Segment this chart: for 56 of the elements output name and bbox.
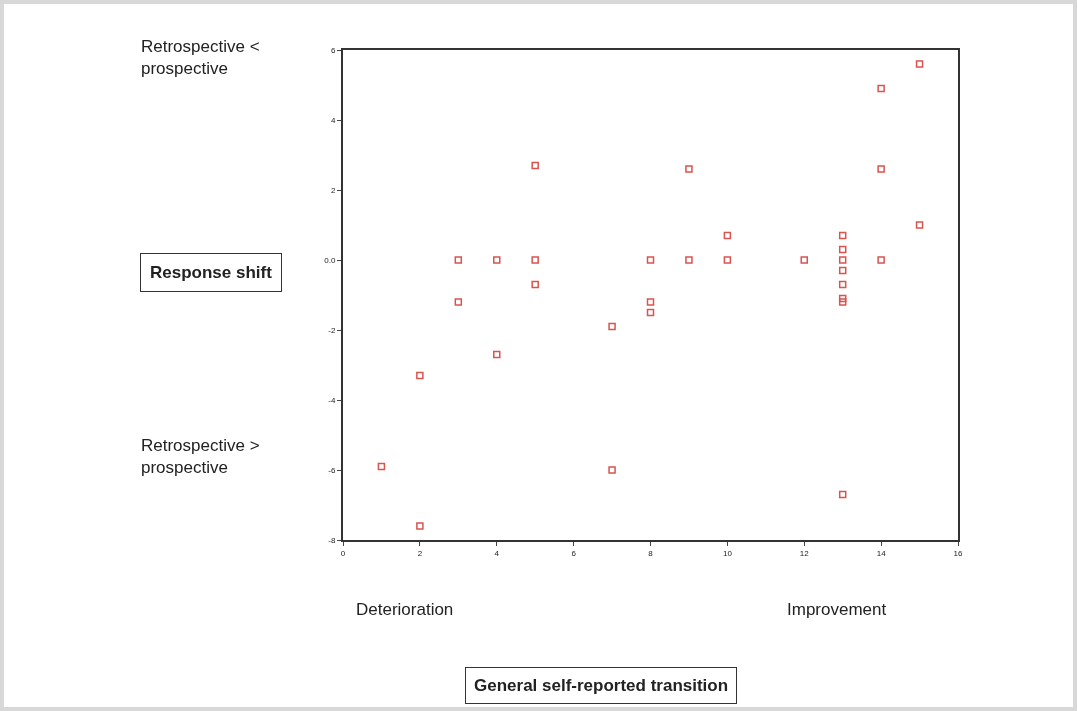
point [723,231,732,240]
x-tick-label: 2 [417,548,423,558]
point [877,84,885,93]
x-tick-label: 10 [722,548,733,558]
x-tick-label: 16 [953,548,963,558]
x-tick-label: 6 [571,548,577,558]
point [493,256,501,264]
point [454,298,463,306]
point [723,256,732,264]
point [646,256,655,264]
point [838,266,847,275]
x-tick-label: 4 [494,548,500,558]
point [915,221,924,229]
y-tick-label: -6 [328,465,336,475]
point [493,350,501,359]
point [838,298,847,306]
x-tick-label: 0 [340,548,346,558]
y-tick-label: 4 [330,115,336,125]
point [416,522,424,530]
point [838,231,847,240]
point [646,308,655,317]
point [838,294,847,303]
y-tick-label: 6 [330,45,336,55]
point [685,165,693,173]
point [531,161,539,170]
x-tick-label: 12 [799,548,810,558]
point [877,165,885,173]
text: Retrospective > prospective [141,436,260,478]
point [531,280,539,289]
y-tick-label: -2 [328,325,336,335]
text: Improvement [787,600,887,619]
y-tick-label: 0.0 [324,255,336,265]
point [416,371,424,380]
point [838,490,847,499]
point [377,462,386,471]
point [685,256,693,264]
point [838,280,847,289]
point [454,256,463,264]
point [608,466,616,474]
text: General self-reported transition [474,676,729,695]
text: Deterioration [356,600,454,619]
point [646,298,655,306]
point [800,256,808,264]
point [838,245,847,254]
point [877,256,885,264]
x-tick-label: 14 [876,548,887,558]
y-tick-label: -8 [328,535,336,545]
x-tick-label: 8 [648,548,654,558]
text: Retrospective < prospective [141,37,260,79]
y-tick-label: 2 [330,185,336,195]
point [838,256,847,264]
point [915,60,924,68]
point [608,322,616,331]
point [531,256,539,264]
y-tick-label: -4 [328,395,336,405]
y-axis-title: Response shift [150,263,273,282]
